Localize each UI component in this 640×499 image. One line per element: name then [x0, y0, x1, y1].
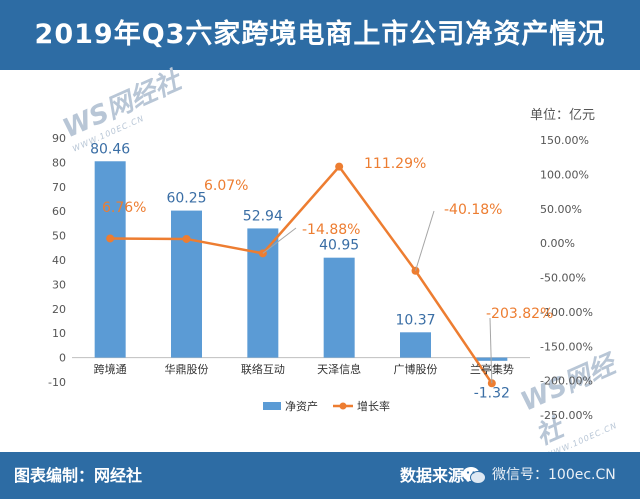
legend-label-bars: 净资产 [285, 399, 318, 413]
bar [323, 257, 355, 358]
legend-swatch-bars [263, 402, 281, 410]
title-bar: 2019年Q3六家跨境电商上市公司净资产情况 [0, 0, 640, 70]
growth-data-label: 6.76% [102, 200, 146, 216]
growth-label-leader [415, 210, 435, 271]
bar-data-label: 52.94 [243, 208, 283, 224]
y-left-tick-label: -10 [48, 376, 66, 389]
growth-point [106, 234, 115, 243]
y-right-tick-label: 150.00% [540, 134, 589, 147]
legend-marker-line [339, 402, 347, 410]
growth-data-label: -40.18% [444, 202, 502, 218]
bar [94, 161, 126, 358]
growth-data-label: -203.82% [486, 306, 553, 322]
footer-compiler: 图表编制：网经社 [14, 466, 143, 485]
footer-wechat: 微信号：100ec.CN [492, 467, 616, 483]
category-label: 广博股份 [394, 363, 438, 376]
y-left-tick-label: 40 [52, 254, 66, 267]
growth-point [182, 234, 191, 243]
y-left-tick-label: 0 [59, 352, 66, 365]
growth-data-label: 111.29% [364, 156, 426, 172]
y-right-tick-label: -150.00% [540, 340, 593, 353]
y-right-tick-label: 100.00% [540, 168, 589, 181]
y-right-tick-label: -200.00% [540, 375, 593, 388]
unit-label: 单位：亿元 [530, 108, 596, 123]
y-left-tick-label: 70 [52, 181, 66, 194]
growth-data-label: 6.07% [204, 178, 248, 194]
category-label: 跨境通 [94, 362, 127, 376]
y-right-tick-label: -50.00% [540, 272, 586, 285]
y-left-tick-label: 80 [52, 156, 66, 169]
bar-data-label: 10.37 [395, 312, 435, 328]
bar [171, 210, 202, 358]
growth-line [110, 164, 493, 384]
growth-label-leader [489, 317, 493, 384]
bar-data-label: -1.32 [474, 386, 510, 402]
category-label: 联络互动 [241, 362, 285, 376]
growth-label-leader [262, 227, 297, 254]
y-left-tick-label: 90 [52, 132, 66, 145]
bar-data-label: 40.95 [319, 238, 359, 254]
category-label: 华鼎股份 [165, 362, 209, 376]
wechat-icon [462, 467, 486, 484]
y-left-tick-label: 20 [52, 303, 66, 316]
footer-bar: 图表编制：网经社 数据来源： 微信号：100ec.CN [0, 452, 640, 499]
y-right-tick-label: 0.00% [540, 237, 575, 250]
bar [247, 228, 279, 358]
bar [400, 332, 431, 358]
growth-data-label: -14.88% [302, 222, 360, 238]
chart-title: 2019年Q3六家跨境电商上市公司净资产情况 [34, 19, 606, 50]
y-left-tick-label: 60 [52, 205, 66, 218]
bar-data-label: 80.46 [90, 141, 130, 157]
legend-label-line: 增长率 [357, 399, 390, 413]
y-right-tick-label: -100.00% [540, 306, 593, 319]
y-left-tick-label: 30 [52, 278, 66, 291]
y-right-tick-label: -250.00% [540, 409, 593, 422]
category-label: 兰亭集势 [470, 362, 514, 376]
bar-data-label: 60.25 [166, 191, 206, 207]
y-right-tick-label: 50.00% [540, 203, 582, 216]
footer-source: 数据来源： [400, 466, 481, 485]
growth-point [335, 162, 344, 171]
category-label: 天泽信息 [317, 362, 361, 376]
y-left-tick-label: 10 [52, 327, 66, 340]
combo-chart: -10 0 10 20 30 40 50 60 70 80 90 -250.00% -200.00% -1… [48, 132, 593, 422]
bar [476, 357, 508, 361]
y-left-tick-label: 50 [52, 230, 66, 243]
